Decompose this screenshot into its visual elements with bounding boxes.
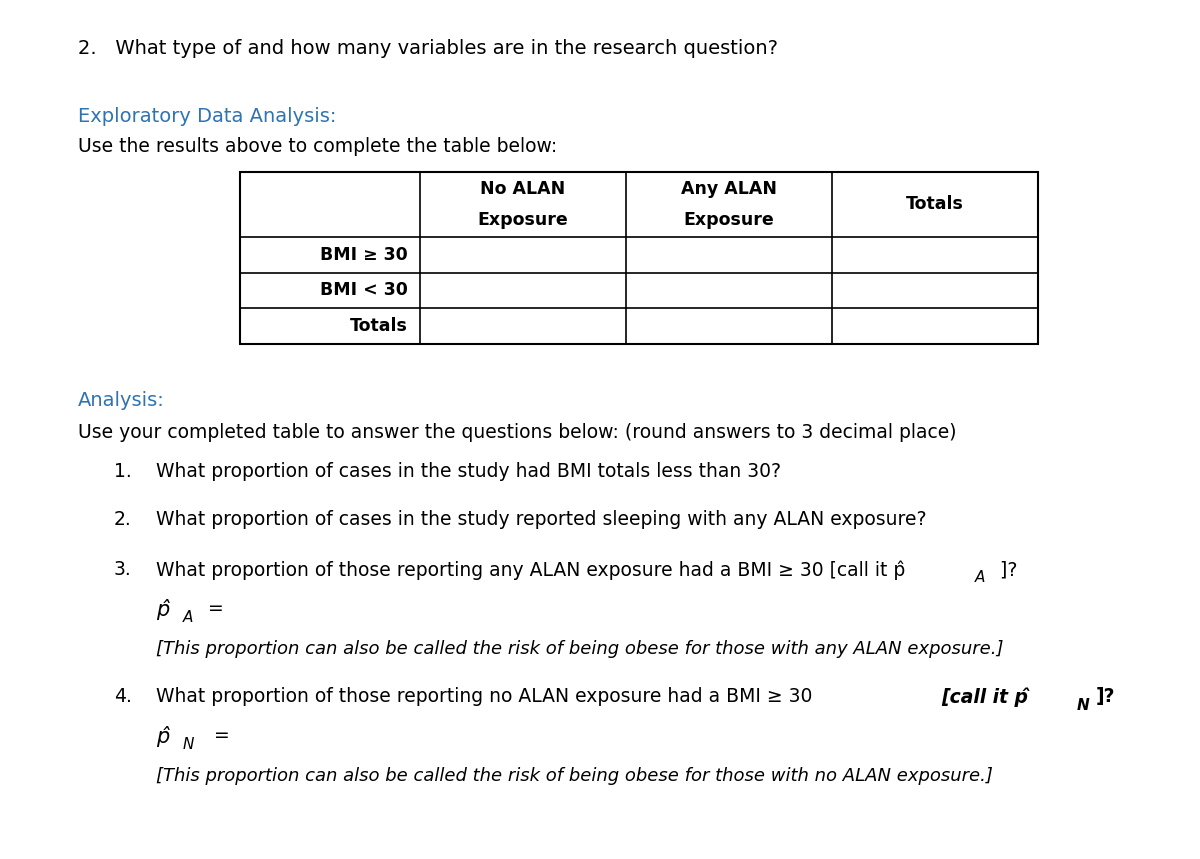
Text: N: N — [1076, 698, 1090, 712]
Text: =: = — [202, 726, 229, 745]
Text: ]?: ]? — [994, 560, 1016, 579]
Text: Use your completed table to answer the questions below: (round answers to 3 deci: Use your completed table to answer the q… — [78, 423, 956, 442]
Text: 2.: 2. — [114, 510, 132, 529]
Text: A: A — [974, 570, 985, 585]
Text: 1.: 1. — [114, 462, 132, 481]
Text: [This proportion can also be called the risk of being obese for those with any A: [This proportion can also be called the … — [156, 640, 1003, 658]
Text: =: = — [202, 599, 223, 618]
Bar — [240, 172, 1038, 344]
Text: [This proportion can also be called the risk of being obese for those with no AL: [This proportion can also be called the … — [156, 767, 992, 785]
Text: Exposure: Exposure — [683, 211, 774, 228]
Text: BMI ≥ 30: BMI ≥ 30 — [319, 246, 408, 264]
Text: What proportion of those reporting any ALAN exposure had a BMI ≥ 30 [call it p̂: What proportion of those reporting any A… — [156, 560, 905, 580]
Text: [call it p̂: [call it p̂ — [941, 687, 1027, 707]
Text: What proportion of those reporting no ALAN exposure had a BMI ≥ 30: What proportion of those reporting no AL… — [156, 687, 818, 706]
Text: ]?: ]? — [1096, 687, 1115, 706]
Text: Any ALAN: Any ALAN — [680, 180, 776, 198]
Text: What proportion of cases in the study reported sleeping with any ALAN exposure?: What proportion of cases in the study re… — [156, 510, 926, 529]
Text: 3.: 3. — [114, 560, 132, 579]
Text: N: N — [182, 737, 193, 752]
Text: Analysis:: Analysis: — [78, 391, 164, 410]
Text: 2.   What type of and how many variables are in the research question?: 2. What type of and how many variables a… — [78, 39, 778, 58]
Text: What proportion of cases in the study had BMI totals less than 30?: What proportion of cases in the study ha… — [156, 462, 781, 481]
Text: p̂: p̂ — [156, 726, 169, 746]
Text: Totals: Totals — [906, 196, 964, 213]
Text: Exposure: Exposure — [478, 211, 568, 228]
Text: Use the results above to complete the table below:: Use the results above to complete the ta… — [78, 137, 557, 156]
Text: Exploratory Data Analysis:: Exploratory Data Analysis: — [78, 107, 336, 126]
Text: Totals: Totals — [349, 317, 408, 335]
Text: A: A — [182, 610, 193, 624]
Text: No ALAN: No ALAN — [480, 180, 565, 198]
Text: 4.: 4. — [114, 687, 132, 706]
Text: p̂: p̂ — [156, 599, 169, 619]
Text: BMI < 30: BMI < 30 — [319, 282, 408, 299]
